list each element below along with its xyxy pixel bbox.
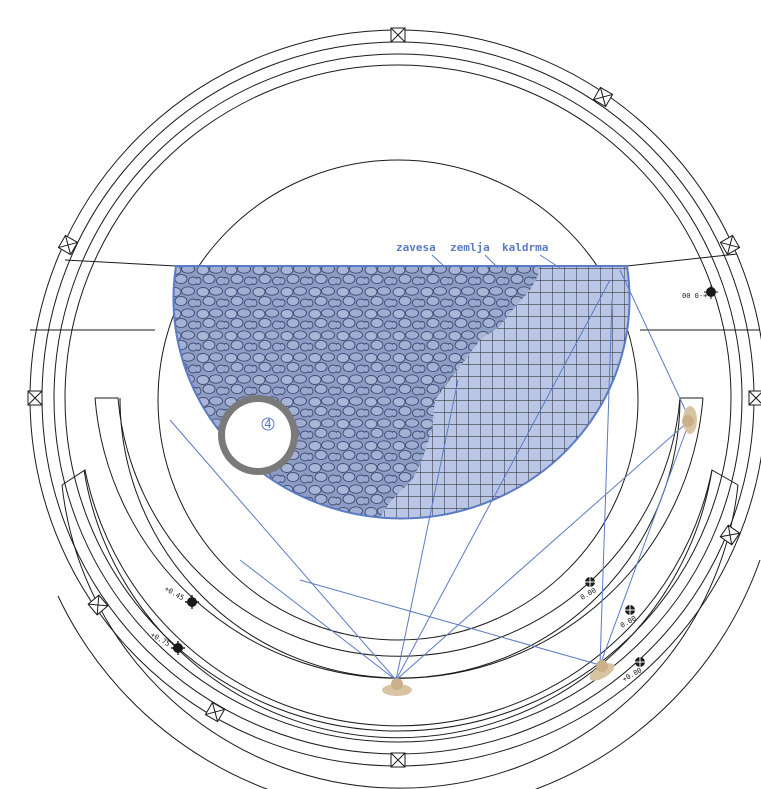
elev-top-right: 00 0-+ <box>682 285 718 300</box>
elev-left-upper: +0.45 <box>163 585 199 609</box>
label-kaldrma: kaldrma <box>502 241 548 254</box>
svg-text:00 0-+: 00 0-+ <box>682 292 707 300</box>
seating-arcs <box>57 397 761 789</box>
cavea-outline <box>172 265 631 520</box>
svg-text:0.00: 0.00 <box>619 614 638 629</box>
leader-lines <box>169 254 691 681</box>
pillars <box>27 27 761 768</box>
label-zemlja: zemlja <box>450 241 490 254</box>
elev-bottom-right: +0.00 <box>621 656 646 684</box>
grid-paving <box>260 266 630 519</box>
label-zavesa: zavesa <box>396 241 436 254</box>
svg-text:+0.75: +0.75 <box>149 631 171 648</box>
pit <box>225 402 291 468</box>
paving-area <box>173 266 630 519</box>
elev-left-lower: +0.75 <box>149 631 185 655</box>
material-labels: zavesa zemlja kaldrma <box>396 241 548 254</box>
stage-number: 4 <box>264 417 272 431</box>
elev-right-low: 0.00 <box>619 604 638 630</box>
light-spots <box>382 406 697 696</box>
inner-wall <box>157 159 639 641</box>
stage-number-marker <box>261 417 275 431</box>
svg-text:+0.00: +0.00 <box>621 666 643 683</box>
